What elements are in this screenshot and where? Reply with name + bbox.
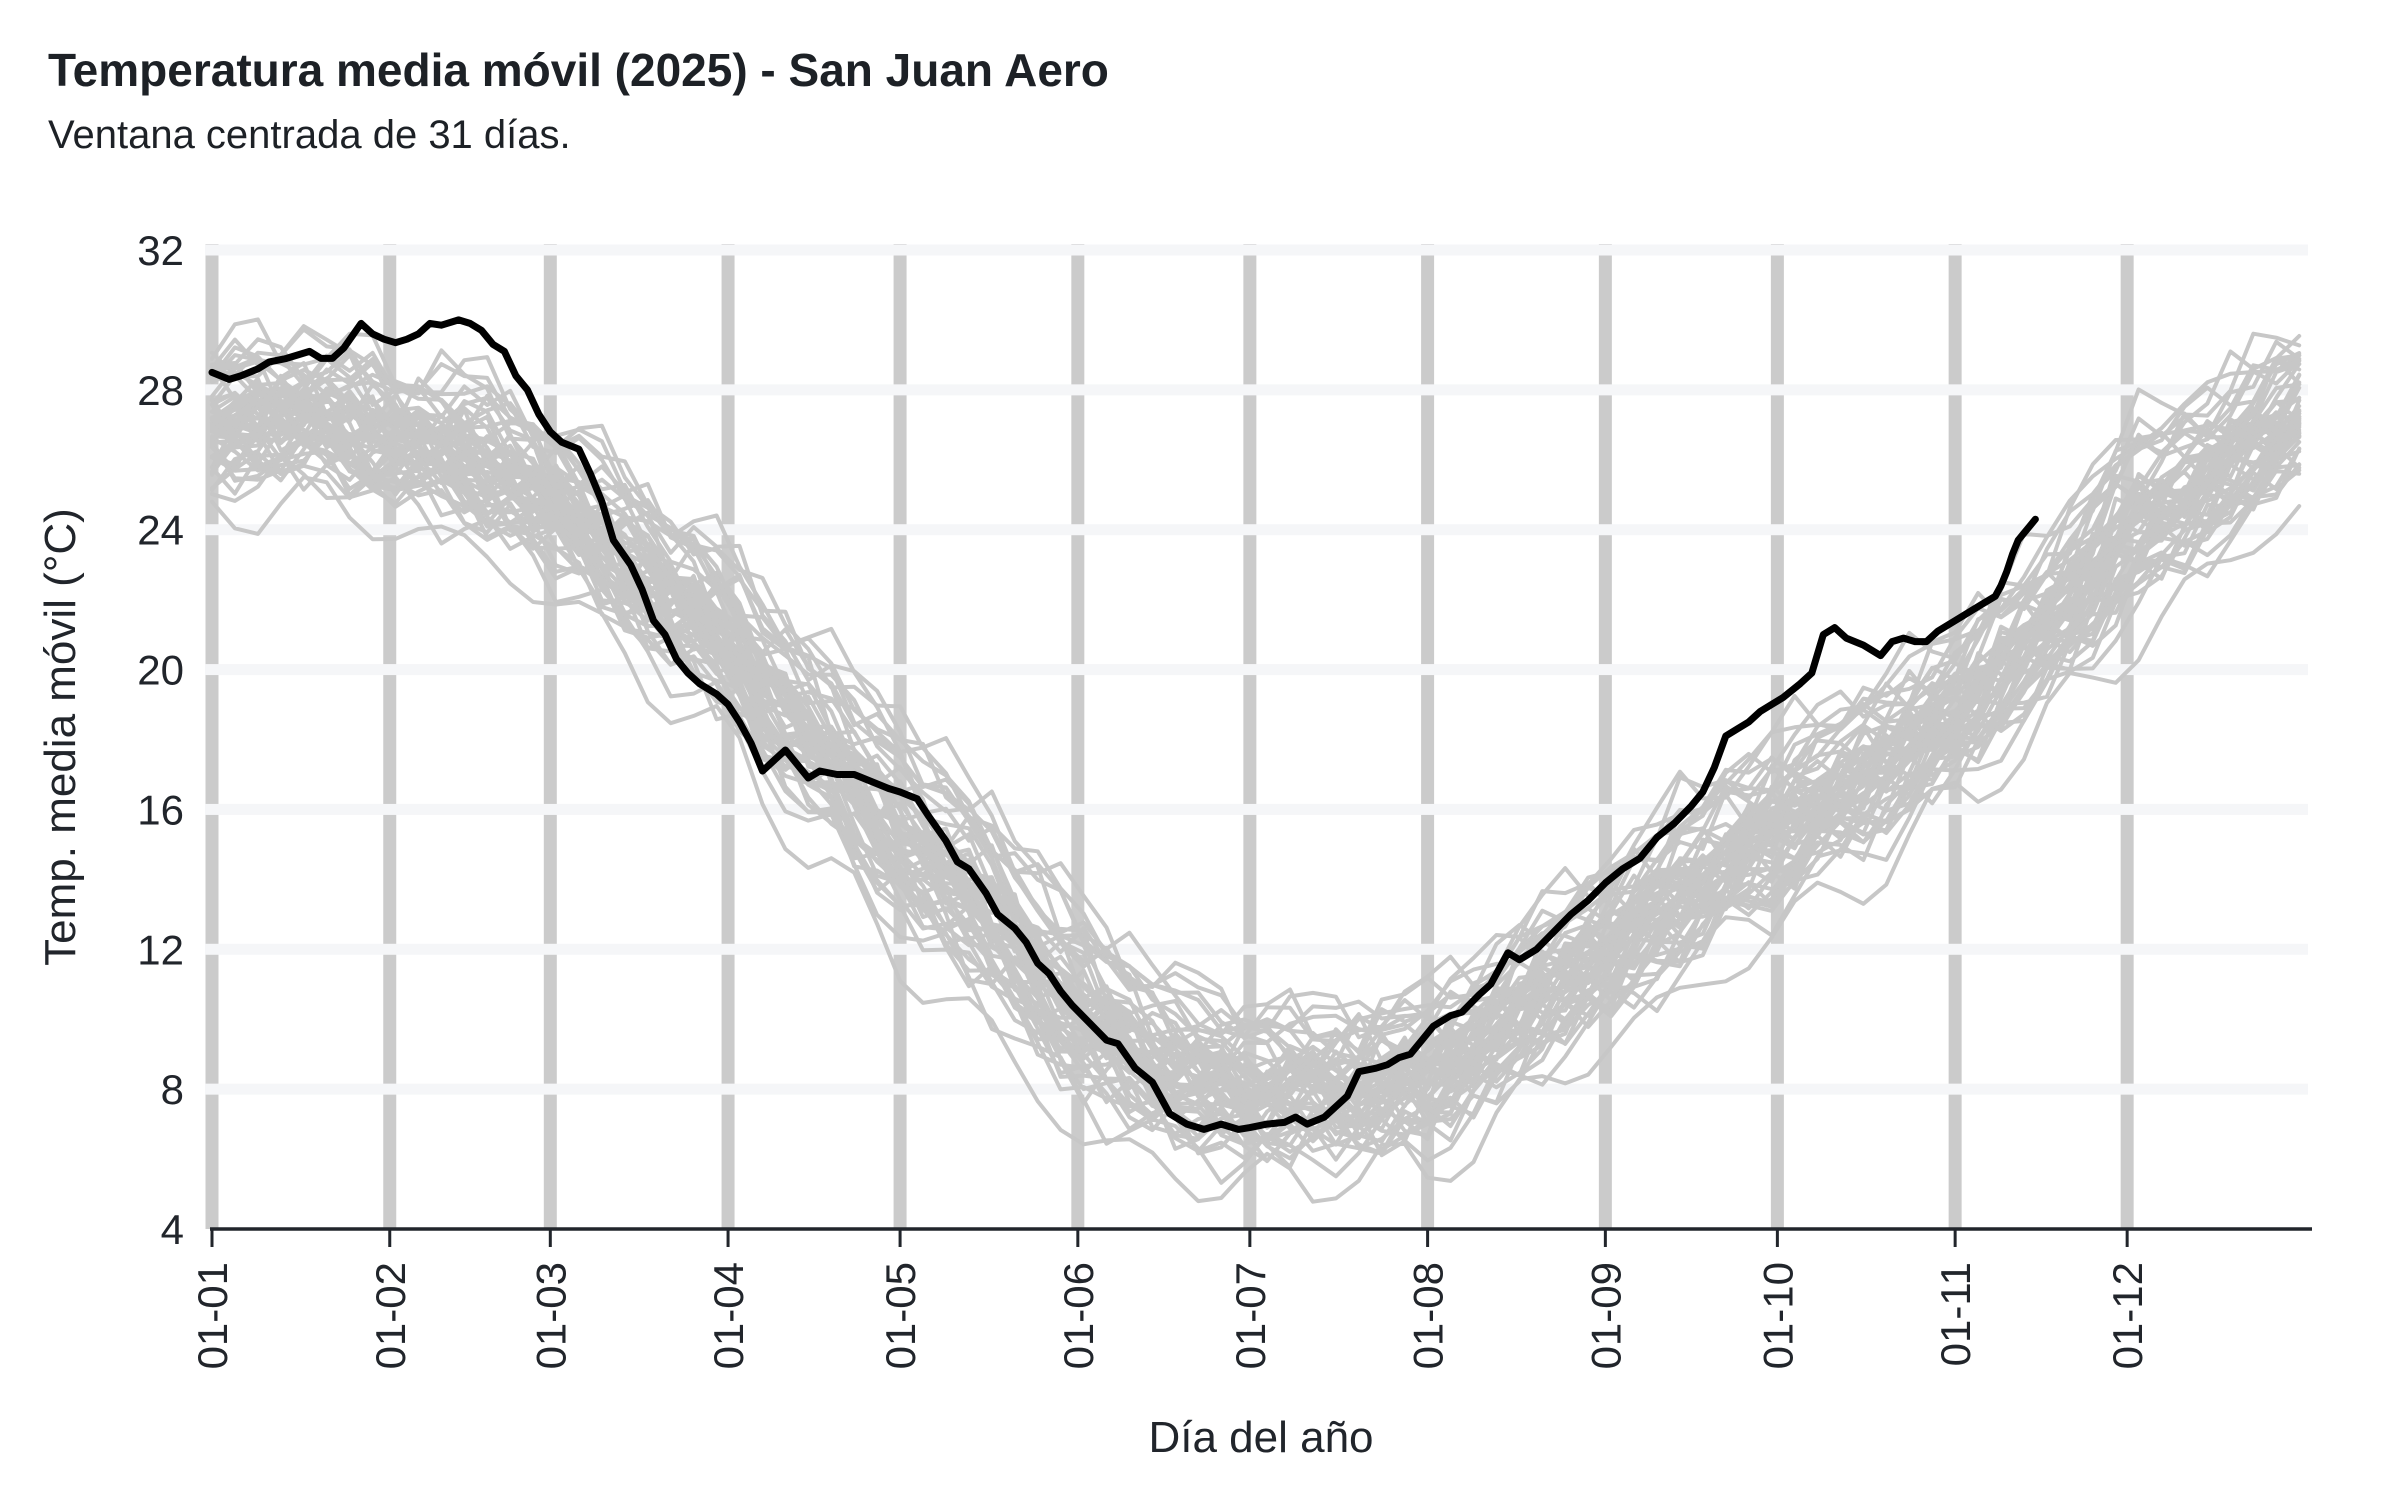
x-tick-label: 01-09 xyxy=(1582,1262,1629,1369)
x-tick-label: 01-07 xyxy=(1227,1262,1274,1369)
month-gridline xyxy=(721,244,735,1229)
historical-year-line xyxy=(210,423,2302,1147)
temp-gridline xyxy=(205,943,2308,955)
x-tick-label: 01-08 xyxy=(1405,1262,1452,1369)
x-tick-label: 01-01 xyxy=(189,1262,236,1369)
x-axis-title: Día del año xyxy=(1148,1413,1373,1462)
month-gridline xyxy=(1770,244,1784,1229)
series-2025 xyxy=(208,316,2039,1133)
y-tick-label: 8 xyxy=(161,1066,184,1113)
x-tick-label: 01-11 xyxy=(1932,1262,1979,1366)
x-tick-label: 01-03 xyxy=(527,1262,574,1369)
historical-year-lines xyxy=(210,317,2302,1204)
x-tick-label: 01-10 xyxy=(1754,1262,1801,1369)
series-2025-line xyxy=(208,316,2039,1133)
y-tick-label: 16 xyxy=(137,786,184,833)
temp-gridline xyxy=(205,244,2308,256)
y-tick-label: 32 xyxy=(137,227,184,274)
y-axis-title: Temp. media móvil (°C) xyxy=(36,508,85,966)
historical-year-line xyxy=(210,324,2302,1053)
historical-year-line xyxy=(210,355,2302,1077)
historical-year-line xyxy=(210,435,2302,1143)
historical-year-line xyxy=(210,447,2302,1160)
x-tick-label: 01-04 xyxy=(705,1262,752,1369)
x-tick-label: 01-06 xyxy=(1055,1262,1102,1369)
historical-year-line xyxy=(210,361,2302,1093)
y-tick-label: 24 xyxy=(137,507,184,554)
x-axis xyxy=(210,1227,2312,1247)
historical-year-line xyxy=(210,334,2302,1044)
y-tick-labels: 32 28 24 20 16 12 8 4 xyxy=(137,227,184,1253)
historical-year-line xyxy=(210,446,2302,1161)
historical-year-line xyxy=(210,475,2302,1204)
temp-gridline xyxy=(205,803,2308,815)
x-tick-labels: 01-01 01-02 01-03 01-04 01-05 01-06 01-07 01-08… xyxy=(189,1262,2151,1369)
chart-title: Temperatura media móvil (2025) - San Jua… xyxy=(48,44,1109,96)
x-tick-label: 01-02 xyxy=(367,1262,414,1369)
temp-gridline xyxy=(205,384,2308,396)
month-gridline xyxy=(205,244,219,1229)
y-tick-label: 20 xyxy=(137,647,184,694)
y-tick-label: 4 xyxy=(161,1206,184,1253)
chart-subtitle: Ventana centrada de 31 días. xyxy=(48,113,571,157)
y-tick-label: 12 xyxy=(137,926,184,973)
y-tick-label: 28 xyxy=(137,367,184,414)
month-gridline xyxy=(1243,244,1257,1229)
x-tick-label: 01-05 xyxy=(877,1262,924,1369)
historical-year-line xyxy=(210,407,2302,1113)
historical-year-line xyxy=(210,373,2302,1101)
temp-gridline xyxy=(205,524,2308,536)
month-gridlines xyxy=(205,244,2134,1229)
historical-year-line xyxy=(210,373,2302,1084)
temp-gridline xyxy=(205,664,2308,676)
x-tick-label: 01-12 xyxy=(2104,1262,2151,1369)
